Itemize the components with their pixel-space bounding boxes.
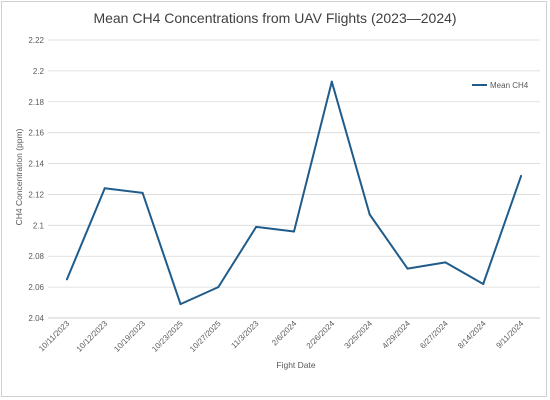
gridlines [48,39,540,319]
data-point [141,191,144,194]
series-line [65,80,523,306]
x-tick-label: 2/26/2024 [305,319,337,351]
y-tick-label: 2.14 [28,160,44,169]
y-tick-label: 2.18 [28,98,44,107]
x-tick-label: 6/27/2024 [418,319,450,351]
y-axis-label: CH4 Concentration (ppm) [14,128,24,225]
y-tick-label: 2.1 [33,221,45,230]
data-point [179,303,182,306]
data-point [520,174,523,177]
y-tick-label: 2.16 [28,129,44,138]
x-tick-label: 9/11/2024 [494,319,525,350]
data-point [293,230,295,233]
x-tick-label: 10/12/2023 [75,319,110,354]
x-tick-label: 10/27/2025 [188,319,223,354]
data-point [482,283,485,286]
y-tick-label: 2.22 [28,36,44,45]
data-point [65,278,68,281]
y-tick-label: 2.04 [28,314,44,323]
x-tick-label: 10/23/2025 [150,319,185,354]
y-tick-label: 2.2 [33,67,45,76]
data-point [255,225,258,228]
x-tick-label: 2/6/2024 [270,319,299,348]
x-tick-labels: 10/11/2023 10/12/2023 10/19/2023 10/23/2025… [37,319,526,354]
data-point [217,286,220,289]
y-tick-label: 2.12 [28,190,44,199]
x-tick-label: 8/14/2024 [456,319,488,351]
series-layer [65,80,523,306]
x-tick-label: 11/3/2023 [229,319,260,350]
y-tick-label: 2.08 [28,252,44,261]
data-point [330,80,333,83]
y-tick-label: 2.06 [28,283,44,292]
x-tick-label: 3/25/2024 [343,319,375,351]
x-tick-label: 10/19/2023 [112,319,147,354]
legend: Mean CH4 [472,81,529,90]
data-point [368,213,371,216]
data-point [406,267,409,270]
data-point [103,187,106,190]
data-point [444,261,447,264]
legend-label: Mean CH4 [490,81,529,90]
x-axis-label: Fight Date [276,360,315,370]
x-tick-label: 4/29/2024 [380,319,412,351]
x-tick-label: 10/11/2023 [37,319,72,354]
y-tick-labels: 2.04 2.06 2.08 2.1 2.12 2.14 2.16 2.18 2.2 2.22 [28,36,44,323]
chart-title: Mean CH4 Concentrations from UAV Flights… [93,10,457,26]
